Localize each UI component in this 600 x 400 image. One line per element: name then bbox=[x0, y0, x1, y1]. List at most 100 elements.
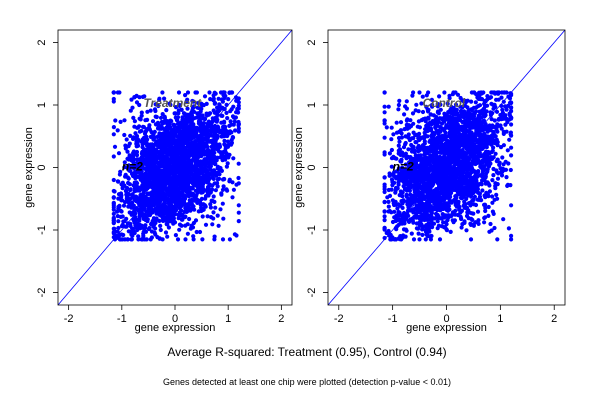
data-point bbox=[125, 237, 130, 242]
data-point bbox=[215, 105, 220, 110]
data-point bbox=[183, 93, 188, 98]
data-point bbox=[397, 147, 403, 152]
data-point bbox=[183, 140, 188, 145]
data-point bbox=[200, 214, 205, 219]
data-point bbox=[209, 154, 214, 159]
data-point bbox=[210, 222, 215, 227]
data-point bbox=[196, 199, 201, 204]
data-point bbox=[187, 180, 192, 185]
data-point bbox=[122, 219, 127, 224]
data-point bbox=[429, 97, 434, 102]
data-point bbox=[499, 90, 504, 95]
data-point bbox=[478, 160, 483, 165]
data-point bbox=[149, 145, 154, 150]
data-point bbox=[382, 184, 387, 189]
data-point bbox=[183, 177, 188, 182]
data-point bbox=[439, 160, 444, 165]
data-point bbox=[453, 167, 458, 172]
data-point bbox=[456, 116, 461, 121]
data-point bbox=[401, 179, 406, 184]
data-point bbox=[217, 102, 222, 107]
data-point bbox=[185, 90, 191, 95]
data-point bbox=[482, 159, 487, 164]
data-point bbox=[452, 118, 457, 123]
data-point bbox=[166, 225, 171, 230]
data-point bbox=[401, 227, 407, 232]
data-point bbox=[437, 237, 443, 242]
data-point bbox=[389, 125, 394, 130]
data-point bbox=[211, 93, 216, 98]
data-point bbox=[180, 171, 185, 176]
data-point bbox=[500, 169, 505, 174]
data-point bbox=[209, 129, 214, 134]
data-point bbox=[461, 168, 466, 173]
data-point bbox=[454, 107, 459, 112]
data-point bbox=[165, 234, 170, 239]
data-point bbox=[208, 97, 213, 102]
data-point bbox=[431, 221, 437, 226]
data-point bbox=[445, 201, 450, 206]
data-point bbox=[397, 171, 402, 176]
data-point bbox=[509, 237, 514, 242]
data-point bbox=[490, 194, 495, 199]
data-point bbox=[155, 205, 160, 210]
data-point bbox=[172, 212, 177, 217]
data-point bbox=[400, 165, 405, 170]
data-point bbox=[387, 171, 392, 176]
data-point bbox=[156, 150, 162, 155]
data-point bbox=[498, 166, 503, 171]
data-point bbox=[471, 152, 476, 158]
data-point bbox=[467, 132, 472, 137]
data-point bbox=[501, 99, 506, 104]
data-point bbox=[128, 223, 133, 229]
data-point bbox=[136, 224, 141, 229]
data-point bbox=[137, 124, 142, 129]
data-point bbox=[146, 201, 151, 206]
data-point bbox=[150, 203, 155, 208]
data-point bbox=[455, 172, 460, 177]
data-point bbox=[218, 155, 223, 160]
data-point bbox=[171, 181, 176, 186]
data-point bbox=[146, 183, 151, 188]
data-point bbox=[185, 106, 190, 111]
data-point bbox=[128, 229, 133, 235]
data-point bbox=[134, 93, 139, 98]
data-point bbox=[185, 231, 190, 236]
data-point bbox=[472, 122, 477, 127]
data-point bbox=[212, 237, 217, 242]
data-point bbox=[236, 161, 241, 166]
data-point bbox=[487, 183, 492, 188]
data-point bbox=[420, 109, 426, 115]
data-point bbox=[201, 121, 207, 126]
data-point bbox=[382, 218, 387, 223]
data-point bbox=[142, 186, 148, 191]
data-point bbox=[468, 162, 473, 167]
data-point bbox=[397, 139, 402, 144]
data-point bbox=[158, 124, 163, 130]
data-point bbox=[491, 145, 496, 150]
data-point bbox=[182, 162, 187, 167]
data-point bbox=[201, 176, 206, 181]
data-point bbox=[137, 129, 142, 134]
data-point bbox=[149, 235, 154, 240]
data-point bbox=[128, 188, 133, 193]
data-point bbox=[475, 169, 481, 175]
data-point bbox=[396, 135, 402, 141]
data-point bbox=[220, 237, 226, 242]
data-point bbox=[111, 205, 116, 210]
data-point bbox=[203, 173, 208, 178]
data-point bbox=[120, 198, 125, 203]
data-point bbox=[183, 206, 188, 211]
data-point bbox=[167, 101, 172, 106]
data-point bbox=[449, 166, 454, 171]
data-point bbox=[171, 221, 176, 226]
data-point bbox=[137, 210, 142, 215]
data-point bbox=[389, 187, 394, 192]
data-point bbox=[397, 98, 402, 103]
data-point bbox=[224, 110, 229, 115]
data-point bbox=[422, 148, 427, 153]
data-point bbox=[146, 191, 151, 197]
data-point bbox=[183, 183, 188, 188]
data-point bbox=[382, 104, 387, 109]
data-point bbox=[168, 145, 173, 150]
